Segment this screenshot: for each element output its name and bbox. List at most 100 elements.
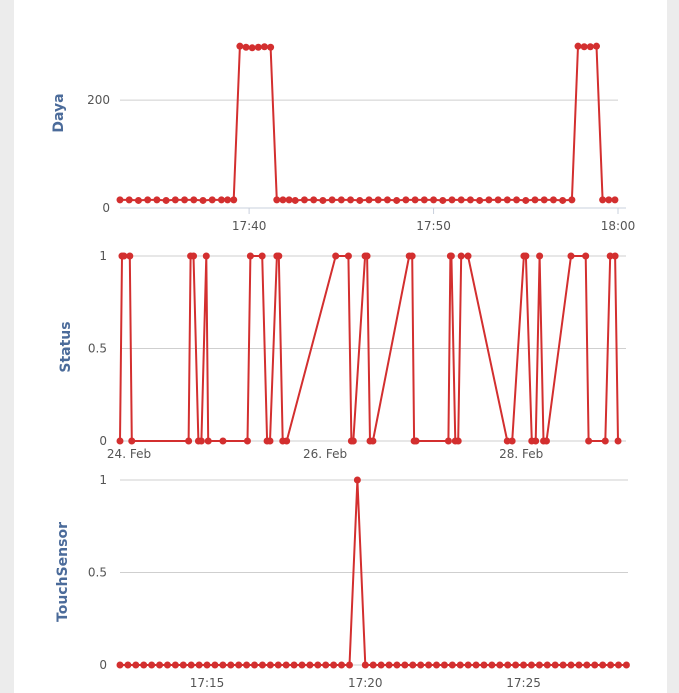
data-point <box>393 196 401 204</box>
data-point <box>116 196 124 204</box>
data-point <box>179 661 187 669</box>
data-point <box>251 661 259 669</box>
data-point <box>353 476 361 484</box>
data-point <box>258 661 266 669</box>
data-point <box>124 661 132 669</box>
data-point <box>412 437 420 445</box>
data-point <box>298 661 306 669</box>
x-tick-label: 18:00 <box>601 219 636 233</box>
x-tick-label: 17:15 <box>190 676 225 690</box>
data-point <box>430 196 438 204</box>
data-point <box>551 661 559 669</box>
left-side-strip <box>0 460 14 693</box>
data-point <box>444 437 452 445</box>
data-point <box>290 661 298 669</box>
data-point <box>144 196 152 204</box>
data-point <box>440 661 448 669</box>
data-point <box>543 661 551 669</box>
data-point <box>480 661 488 669</box>
data-point <box>195 661 203 669</box>
data-point <box>508 437 516 445</box>
data-point <box>605 196 613 204</box>
data-point <box>254 43 262 51</box>
data-point <box>330 661 338 669</box>
data-point <box>211 661 219 669</box>
data-point <box>163 661 171 669</box>
data-point <box>282 661 290 669</box>
data-point <box>187 661 195 669</box>
y-tick-label: 0 <box>102 201 110 215</box>
daya-axis-label: Daya <box>51 93 67 132</box>
data-point <box>417 661 425 669</box>
data-point <box>522 196 530 204</box>
data-point <box>171 661 179 669</box>
x-tick-label: 26. Feb <box>303 447 347 461</box>
data-point <box>582 252 590 260</box>
y-tick-label: 0.5 <box>88 566 107 580</box>
data-point <box>356 196 364 204</box>
data-point <box>472 661 480 669</box>
data-point <box>383 196 391 204</box>
data-point <box>433 661 441 669</box>
data-point <box>606 252 614 260</box>
data-point <box>116 437 124 445</box>
data-point <box>622 661 630 669</box>
data-point <box>504 661 512 669</box>
data-point <box>496 661 504 669</box>
data-point <box>592 42 600 50</box>
y-tick-label: 200 <box>87 93 110 107</box>
status-axis-label: Status <box>58 321 74 372</box>
data-point <box>332 252 340 260</box>
data-point <box>611 196 619 204</box>
status-chart: 0 0.5 1 24. Feb 26. Feb 28. Feb Status <box>58 249 626 461</box>
data-point <box>408 252 416 260</box>
data-point <box>513 196 521 204</box>
data-point <box>202 252 210 260</box>
data-point <box>464 252 472 260</box>
data-point <box>377 661 385 669</box>
data-point <box>273 196 281 204</box>
data-point <box>447 252 455 260</box>
data-point <box>531 196 539 204</box>
y-tick-label: 1 <box>99 473 107 487</box>
data-point <box>190 252 198 260</box>
x-tick-label: 17:20 <box>348 676 383 690</box>
right-side-strip <box>667 235 679 460</box>
data-point <box>162 196 170 204</box>
data-point <box>611 252 619 260</box>
data-point <box>230 196 238 204</box>
data-point <box>243 437 251 445</box>
data-point <box>246 252 254 260</box>
data-point <box>275 252 283 260</box>
data-point <box>488 661 496 669</box>
data-point <box>185 437 193 445</box>
data-point <box>322 661 330 669</box>
data-point <box>125 196 133 204</box>
data-point <box>448 661 456 669</box>
data-point <box>369 661 377 669</box>
data-point <box>503 196 511 204</box>
data-point <box>599 196 607 204</box>
data-point <box>242 43 250 51</box>
left-side-strip <box>0 0 14 235</box>
data-point <box>591 661 599 669</box>
data-point <box>615 661 623 669</box>
right-side-strip <box>667 0 679 235</box>
data-point <box>420 196 428 204</box>
data-point <box>248 44 256 52</box>
data-point <box>219 437 227 445</box>
data-point <box>522 252 530 260</box>
y-tick-label: 0 <box>99 434 107 448</box>
data-point <box>243 661 251 669</box>
data-point <box>306 661 314 669</box>
data-point <box>575 661 583 669</box>
data-point <box>439 196 447 204</box>
daya-series-line <box>120 45 615 202</box>
data-point <box>512 661 520 669</box>
touchsensor-chart: 0 0.5 1 17:15 17:20 17:25 TouchSensor <box>55 473 630 690</box>
data-point <box>235 661 243 669</box>
left-side-strip <box>0 235 14 460</box>
data-point <box>363 252 371 260</box>
data-point <box>454 437 462 445</box>
x-tick-label: 17:50 <box>416 219 451 233</box>
